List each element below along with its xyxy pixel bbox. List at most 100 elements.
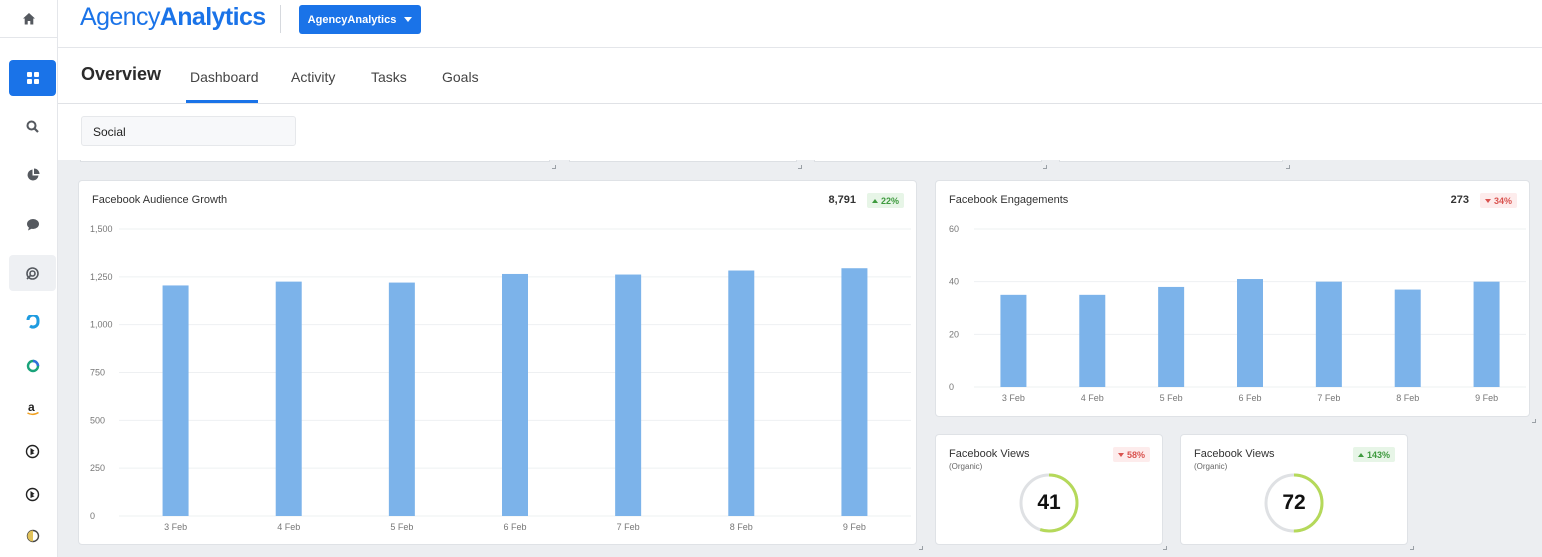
x-tick-label: 4 Feb [1081,393,1104,403]
resize-handle[interactable] [798,165,802,169]
sidebar-item-integration-4[interactable]: a [9,390,56,426]
bar [275,281,302,516]
views-value: 72 [1282,491,1306,514]
pie-chart-icon [27,168,39,181]
page-header: Overview Dashboard Activity Tasks Goals [58,48,1542,104]
account-switcher-button[interactable]: AgencyAnalytics [299,5,421,34]
change-value: 58% [1126,449,1145,460]
sidebar-item-integration-5[interactable] [9,433,56,469]
bar [728,270,755,516]
change-badge: 22% [866,193,904,208]
arrow-up-icon [871,198,878,203]
grid-icon [26,72,39,84]
svg-text:a: a [28,401,35,414]
app-logo[interactable]: AgencyAnalytics [80,3,266,32]
tab-activity[interactable]: Activity [291,69,336,85]
resize-handle[interactable] [919,546,923,550]
change-badge: 143% [1352,447,1395,462]
tab-goals[interactable]: Goals [442,69,479,85]
home-icon [22,12,35,24]
resize-handle[interactable] [1410,546,1414,550]
y-tick-label: 500 [90,415,105,425]
sidebar-item-messages[interactable] [9,206,56,242]
tab-tasks[interactable]: Tasks [371,69,407,85]
amazon-logo-icon: a [26,401,39,415]
bar [388,282,415,516]
views-widget-2[interactable]: Facebook Views (Organic) 143% 72 [1180,434,1408,545]
account-switcher-label: AgencyAnalytics [307,13,397,26]
x-tick-label: 7 Feb [1317,393,1340,403]
resize-handle[interactable] [552,165,556,169]
engagements-chart: 0 20 40 60 3 Feb 4 Feb 5 Feb 6 Feb 7 Feb 8 Feb 9 F… [949,224,1526,403]
widget-title: Facebook Views [1194,448,1275,460]
change-value: 143% [1366,449,1390,460]
bing-logo-icon [25,444,40,458]
widget-stub [80,160,550,162]
logo-divider [280,5,281,33]
sidebar-item-dashboard[interactable] [9,60,56,96]
widget-stub [569,160,797,162]
widget-title: Facebook Audience Growth [92,194,228,206]
widget-subtitle: (Organic) [949,462,983,471]
x-tick-label: 8 Feb [730,522,753,532]
dashboard-filter-input[interactable]: Social [81,116,296,146]
sidebar-item-integration[interactable] [9,255,56,291]
bar [841,268,868,516]
widget-subtitle: (Organic) [1194,462,1228,471]
widget-title: Facebook Views [949,448,1030,460]
top-bar: AgencyAnalytics AgencyAnalytics [58,0,1542,48]
x-tick-label: 6 Feb [1238,393,1261,403]
sidebar-item-search[interactable] [9,108,56,144]
bar [1158,286,1185,387]
sidebar-item-home[interactable] [0,0,57,38]
resize-handle[interactable] [1532,419,1536,423]
bing-logo-icon [25,487,40,501]
views-gauge [1019,473,1079,533]
y-tick-label: 1,000 [90,320,113,330]
change-badge: 34% [1479,193,1517,208]
logo-text-light: Agency [80,3,160,31]
page-title: Overview [81,64,162,84]
logo-text-bold: Analytics [159,3,266,31]
audience-growth-widget[interactable]: Facebook Audience Growth 8,791 22% 0 250 5… [78,180,917,545]
bar [1394,289,1421,387]
y-tick-label: 1,250 [90,272,113,282]
widget-total: 8,791 [828,194,856,206]
resize-handle[interactable] [1163,546,1167,550]
x-tick-label: 3 Feb [164,522,187,532]
views-widget-1[interactable]: Facebook Views (Organic) 58% 41 [935,434,1163,545]
widget-total: 273 [1450,194,1469,206]
x-tick-label: 5 Feb [1160,393,1183,403]
arrow-down-icon [1117,452,1124,457]
caret-down-icon [404,17,413,22]
sidebar-item-integration-7[interactable] [9,518,56,554]
spiral-icon [26,266,39,280]
widget-stub [1059,160,1283,162]
x-tick-label: 9 Feb [1475,393,1498,403]
active-tab-indicator [186,100,258,103]
y-tick-label: 0 [90,511,95,521]
bar [1237,279,1263,387]
sidebar-item-integration-2[interactable] [9,304,56,340]
hook-logo-icon [26,315,39,329]
bar [1315,281,1342,387]
chat-bubble-icon [26,218,39,230]
resize-handle[interactable] [1043,165,1047,169]
sidebar-item-reports[interactable] [9,157,56,193]
x-tick-label: 6 Feb [503,522,526,532]
sidebar: a [0,0,58,557]
arrow-down-icon [1484,198,1491,203]
sidebar-item-integration-6[interactable] [9,476,56,512]
search-icon [26,120,39,133]
resize-handle[interactable] [1286,165,1290,169]
widget-title: Facebook Engagements [949,194,1069,206]
engagements-widget[interactable]: Facebook Engagements 273 34% 0 20 40 60 3 Fe… [935,180,1530,417]
sidebar-item-integration-3[interactable] [9,348,56,384]
arrow-up-icon [1357,452,1364,457]
x-tick-label: 7 Feb [617,522,640,532]
y-tick-label: 250 [90,463,105,473]
y-tick-label: 1,500 [90,224,113,234]
tab-dashboard[interactable]: Dashboard [190,69,259,85]
y-tick-label: 60 [949,224,959,234]
y-tick-label: 750 [90,368,105,378]
